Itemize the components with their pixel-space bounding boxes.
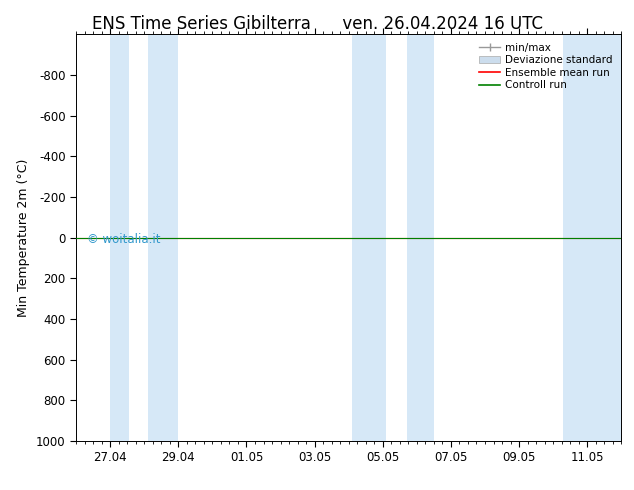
Bar bbox=[148, 34, 178, 441]
Text: © woitalia.it: © woitalia.it bbox=[87, 233, 160, 246]
Bar bbox=[110, 34, 129, 441]
Bar bbox=[564, 34, 621, 441]
Bar bbox=[352, 34, 386, 441]
Legend: min/max, Deviazione standard, Ensemble mean run, Controll run: min/max, Deviazione standard, Ensemble m… bbox=[476, 40, 616, 94]
Bar bbox=[406, 34, 434, 441]
Text: ENS Time Series Gibilterra      ven. 26.04.2024 16 UTC: ENS Time Series Gibilterra ven. 26.04.20… bbox=[91, 15, 543, 33]
Y-axis label: Min Temperature 2m (°C): Min Temperature 2m (°C) bbox=[18, 158, 30, 317]
